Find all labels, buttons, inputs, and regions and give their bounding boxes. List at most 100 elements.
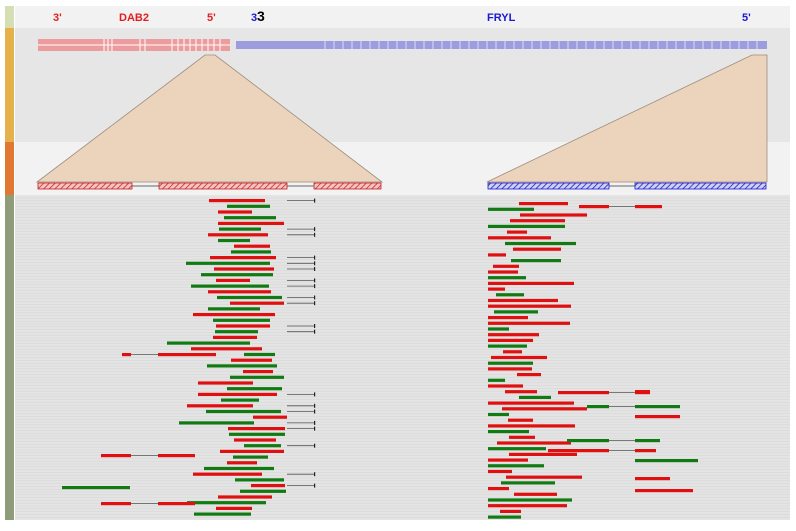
fryl-read — [497, 441, 571, 445]
fryl-read — [488, 424, 575, 428]
fryl-zoom-region — [486, 54, 768, 183]
dab2-read — [221, 398, 259, 402]
fryl-read — [488, 367, 532, 371]
fryl-read — [501, 481, 555, 485]
read-alignments — [62, 198, 698, 519]
fryl-read — [488, 321, 570, 325]
fryl-read — [635, 205, 662, 209]
fryl-read — [488, 378, 505, 382]
dab2-read — [234, 244, 270, 248]
dab2-read — [243, 370, 273, 374]
fryl-intron-line — [236, 41, 767, 49]
dab2-read — [201, 273, 273, 277]
dab2-read — [179, 421, 254, 425]
dab2-read — [208, 233, 268, 237]
fryl-read — [488, 361, 533, 365]
fryl-read — [493, 264, 519, 268]
fryl-read — [491, 355, 547, 360]
track-bar-genes — [5, 28, 14, 142]
fryl-read — [505, 390, 537, 394]
split-end — [314, 324, 316, 328]
fryl-read — [520, 213, 587, 217]
fryl-read — [508, 418, 533, 422]
dab2-read — [218, 495, 272, 499]
dab2-read — [220, 449, 284, 453]
fryl-read — [558, 391, 609, 395]
dab2-gene-model — [38, 39, 230, 51]
fryl-read — [587, 405, 609, 409]
fryl-read — [488, 327, 509, 331]
fryl-read — [511, 259, 561, 263]
fryl-read — [488, 401, 574, 405]
fryl-read — [494, 310, 538, 314]
fryl-read — [514, 492, 557, 496]
dab2-read — [234, 438, 276, 442]
dab2-split-read — [158, 454, 195, 458]
fryl-read — [635, 489, 693, 493]
dab2-gene-label: DAB2 — [119, 12, 149, 24]
fryl-gene-model — [236, 41, 767, 49]
fryl-read — [488, 344, 527, 348]
fryl-exon-ticks — [324, 41, 758, 49]
track-bar-zoom — [5, 142, 14, 195]
fryl-read — [502, 407, 587, 411]
dab2-read — [206, 409, 281, 414]
track-bar-reads — [5, 195, 14, 520]
dab2-read — [229, 432, 285, 436]
fryl-read — [488, 253, 506, 257]
dab2-exon-ticks — [103, 39, 221, 51]
fryl-read — [635, 459, 698, 463]
fryl-read — [488, 504, 567, 508]
split-end — [314, 392, 316, 397]
dab2-read — [167, 341, 250, 345]
fryl-read — [509, 452, 577, 456]
fryl-read — [579, 205, 609, 209]
dab2-read — [251, 484, 285, 488]
fryl-read — [510, 219, 565, 223]
dab2-read — [218, 221, 284, 225]
dab2-zoom-exon-2 — [158, 182, 288, 190]
fryl-read — [519, 395, 551, 399]
fryl-read — [488, 333, 539, 337]
dab2-read — [219, 227, 261, 231]
dab2-read — [231, 250, 271, 254]
fryl-read — [503, 350, 522, 354]
dab2-zoom-region — [35, 54, 384, 183]
fryl-read — [507, 230, 527, 234]
fryl-read — [496, 293, 524, 297]
dab2-read — [207, 364, 277, 368]
split-end — [314, 255, 316, 260]
dab2-read — [187, 501, 266, 505]
fryl-read — [635, 449, 656, 453]
split-end — [314, 329, 316, 334]
fryl-read — [635, 405, 680, 409]
dab2-read — [231, 358, 272, 362]
dab2-read — [209, 199, 265, 203]
fryl-read — [635, 390, 650, 394]
fryl-read — [488, 469, 512, 474]
fryl-read — [488, 281, 574, 285]
fryl-read — [488, 412, 509, 417]
fryl-read — [488, 430, 529, 434]
fryl-read — [509, 435, 535, 439]
header-panel — [15, 6, 790, 28]
fryl-read — [548, 449, 609, 453]
fryl-read — [567, 439, 609, 443]
fryl-zoomed-exons — [487, 182, 767, 190]
dab2-zoom-exon-3 — [313, 182, 382, 190]
dab2-read — [253, 415, 287, 419]
fryl-read — [488, 304, 571, 308]
fryl-read — [488, 487, 509, 491]
junction-label: 3 — [257, 8, 265, 24]
dab2-read — [191, 284, 269, 288]
split-end — [314, 409, 316, 414]
fryl-read — [488, 236, 551, 240]
fryl-read — [488, 458, 528, 462]
dab2-read — [224, 216, 276, 220]
dab2-read — [208, 307, 260, 311]
split-end — [314, 198, 316, 203]
dab2-read — [186, 261, 270, 265]
fryl-read — [488, 207, 534, 211]
dab2-read — [210, 256, 276, 260]
dab2-zoomed-exons — [37, 182, 382, 190]
